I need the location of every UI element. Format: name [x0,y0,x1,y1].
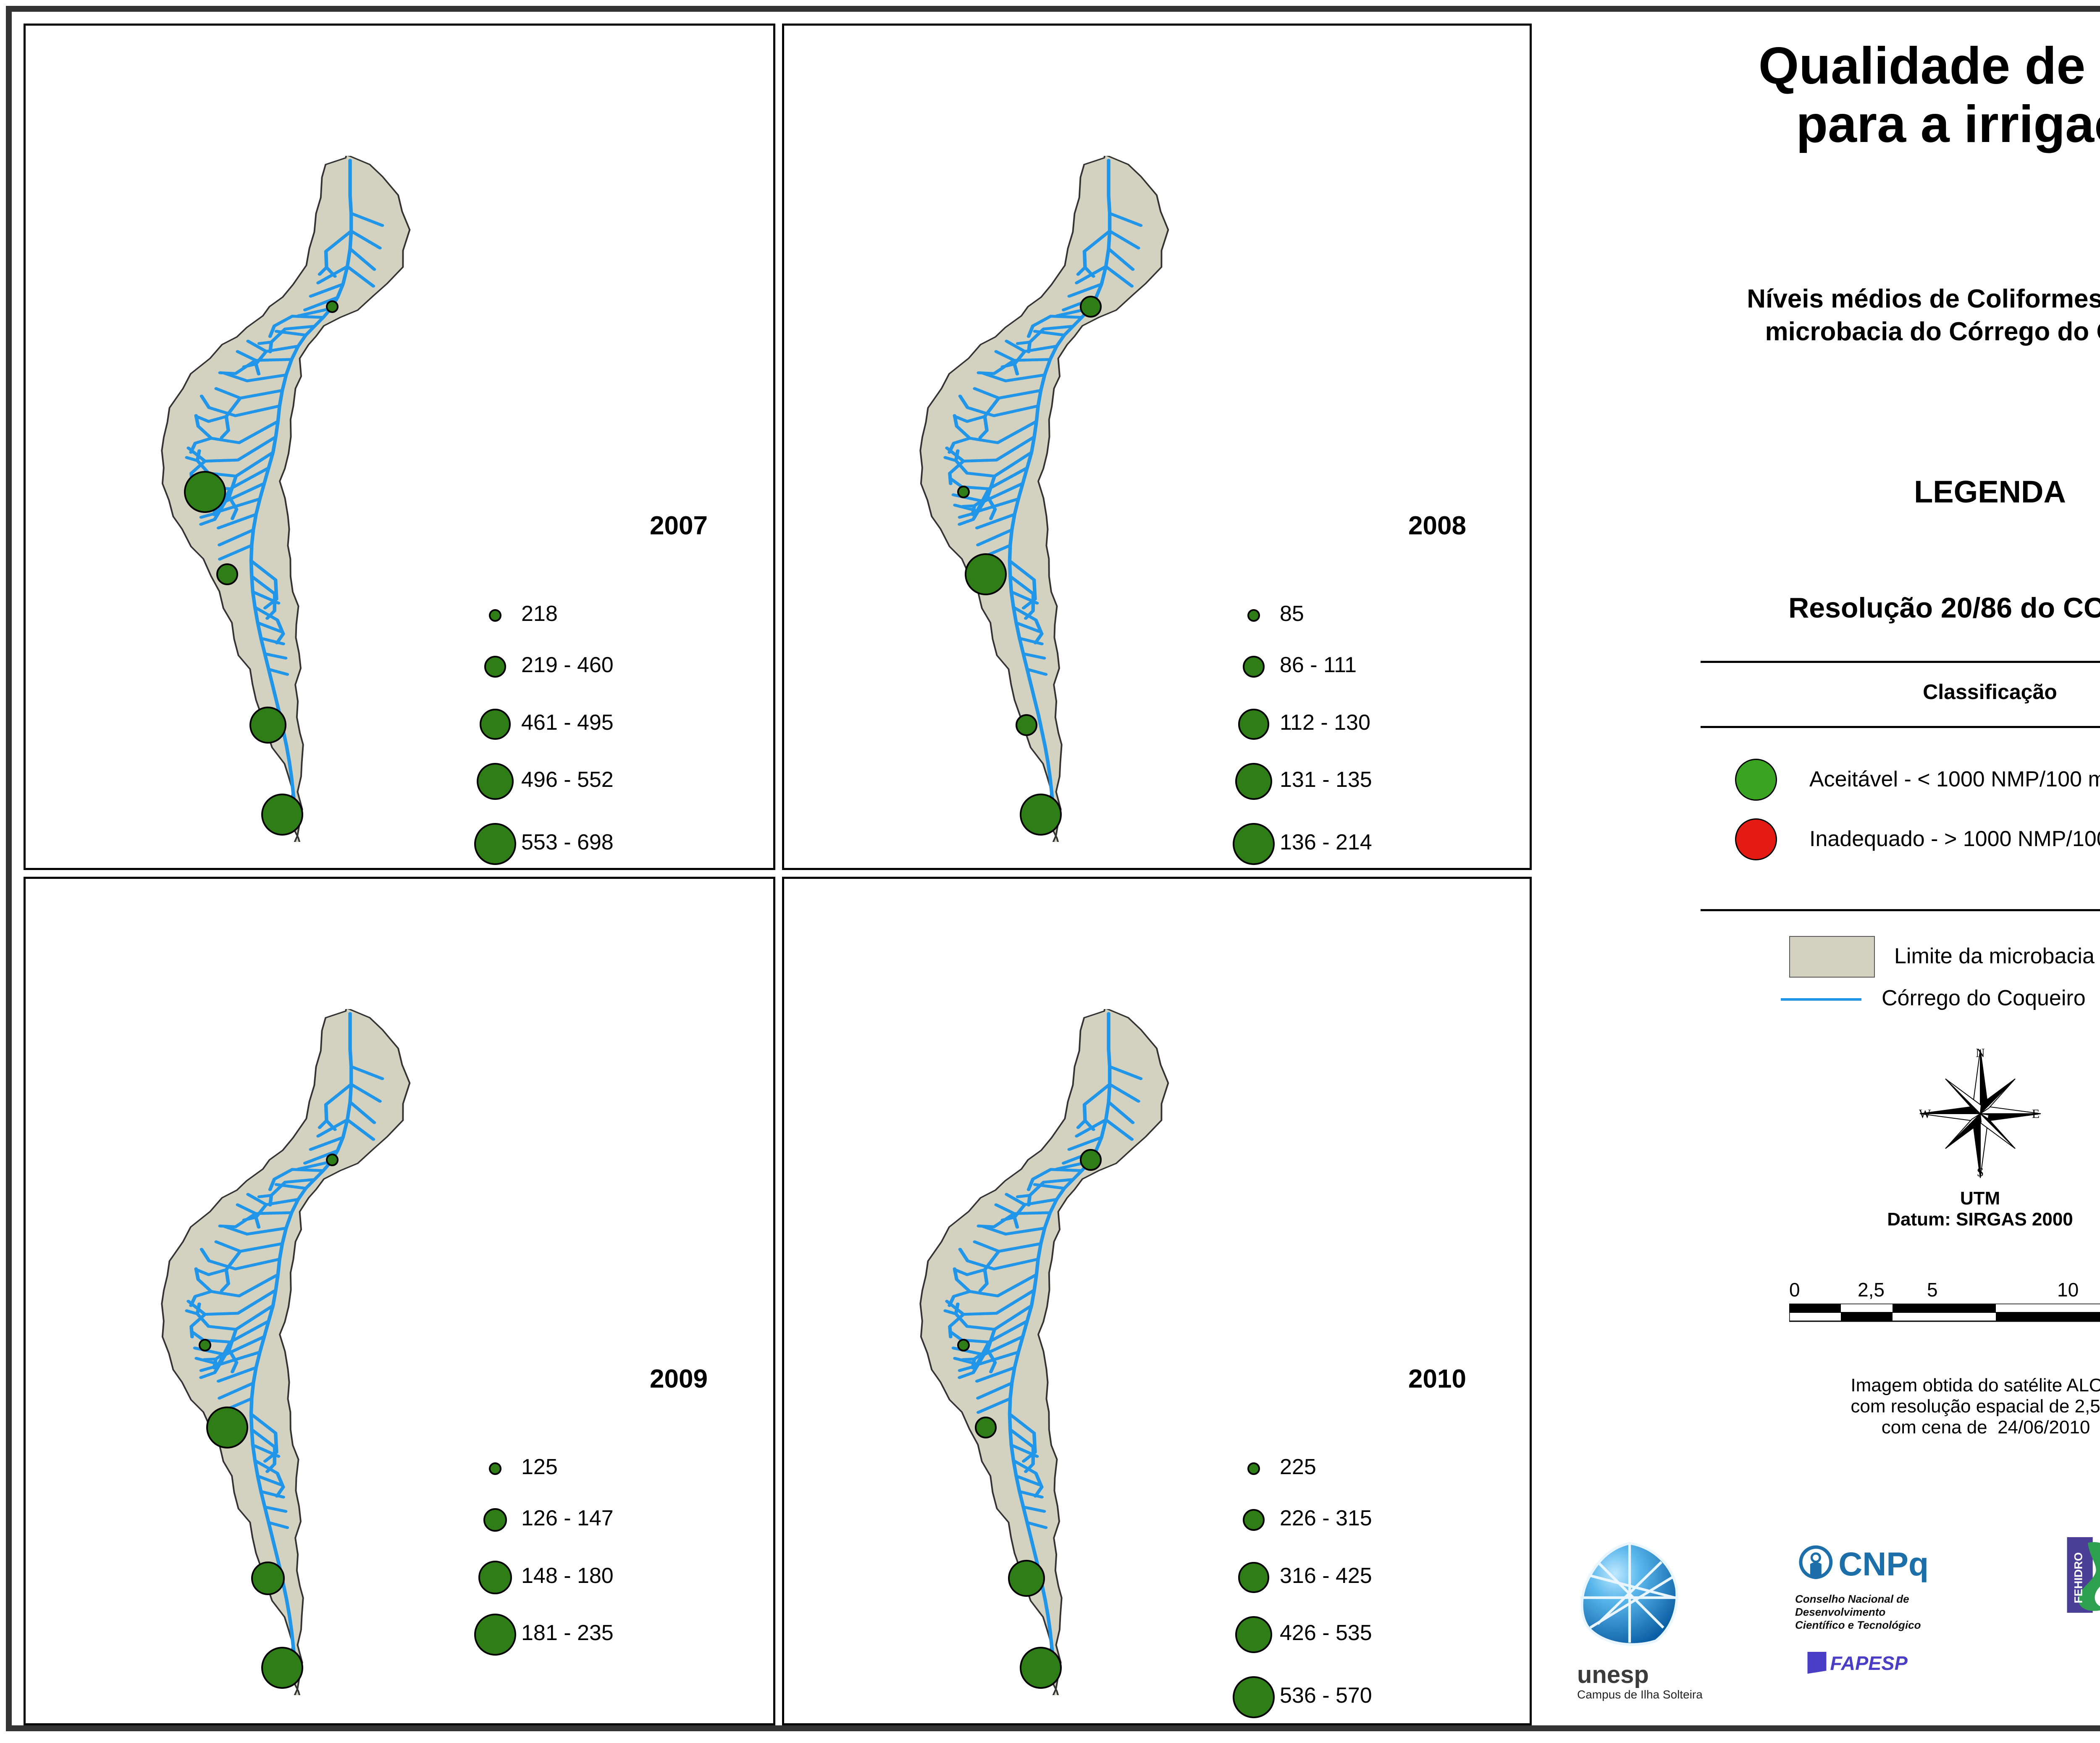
svg-text:W: W [1919,1107,1931,1121]
svg-text:FEHIDRO: FEHIDRO [2072,1552,2085,1604]
svg-text:FAPESP: FAPESP [1830,1652,1908,1674]
svg-text:CNPq: CNPq [1838,1546,1929,1583]
svg-text:E: E [2032,1107,2040,1121]
svg-text:S: S [1977,1165,1984,1179]
svg-text:N: N [1976,1046,1985,1060]
